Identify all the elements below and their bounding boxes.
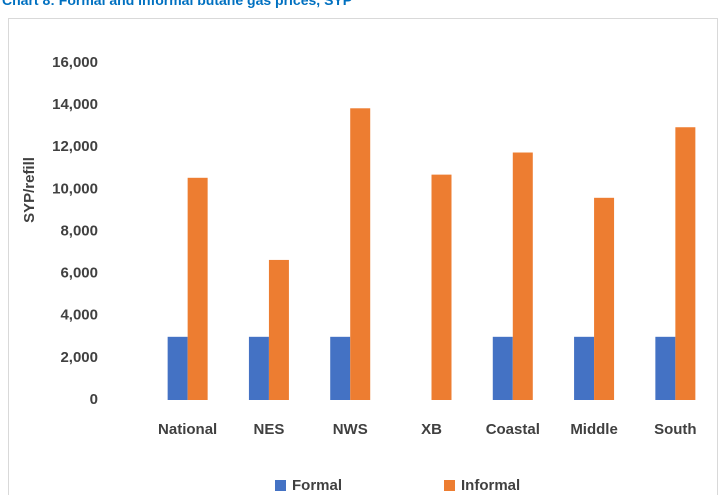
bar [167,336,188,400]
bar [492,336,513,400]
bar [431,174,452,400]
bar [330,336,351,400]
bar [512,152,533,400]
y-tick-label: 4,000 [60,307,98,324]
x-tick-label: XB [421,421,442,438]
legend-label: Informal [461,477,520,494]
bar [268,259,289,400]
x-tick-label: Coastal [486,421,540,438]
bar [350,108,371,401]
bar [574,336,595,400]
y-tick-label: 12,000 [52,138,98,155]
x-tick-label: National [158,421,217,438]
y-tick-label: 10,000 [52,180,98,197]
bar [594,197,615,400]
y-tick-label: 6,000 [60,265,98,282]
x-tick-label: NES [254,421,285,438]
y-tick-label: 16,000 [52,54,98,71]
bar [675,127,696,400]
x-tick-label: South [654,421,697,438]
y-tick-label: 0 [90,391,98,408]
y-tick-label: 2,000 [60,349,98,366]
y-axis-label: SYP/refill [21,157,38,223]
y-tick-label: 14,000 [52,96,98,113]
legend-label: Formal [292,477,342,494]
bar [248,336,269,400]
bar [187,177,208,400]
legend-swatch [444,480,455,491]
legend-swatch [275,480,286,491]
chart-title: Chart 8: Formal and informal butane gas … [2,0,352,8]
x-tick-label: Middle [570,421,618,438]
bar [655,336,676,400]
x-tick-label: NWS [333,421,368,438]
y-tick-label: 8,000 [60,222,98,239]
